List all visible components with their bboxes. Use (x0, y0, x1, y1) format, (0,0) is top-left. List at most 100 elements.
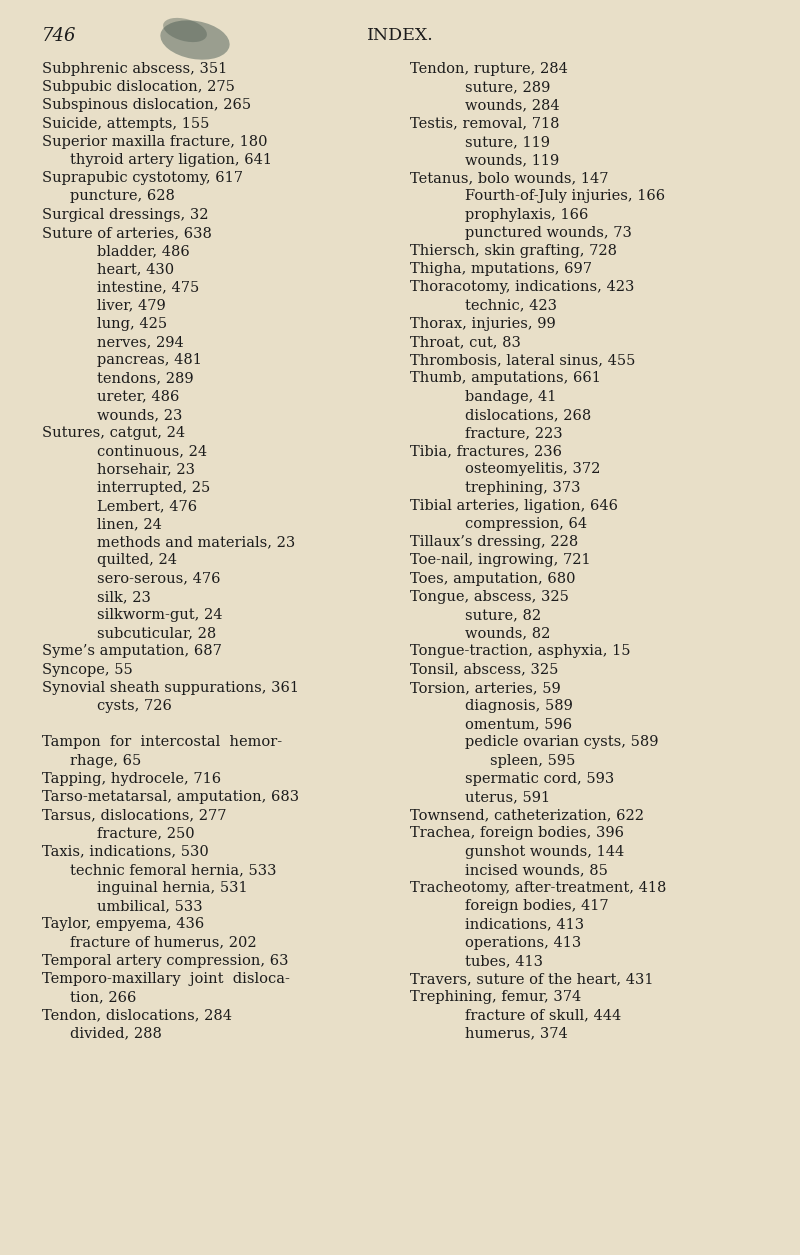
Text: methods and materials, 23: methods and materials, 23 (97, 535, 295, 550)
Text: indications, 413: indications, 413 (465, 917, 584, 931)
Text: Surgical dressings, 32: Surgical dressings, 32 (42, 207, 209, 222)
Text: Synovial sheath suppurations, 361: Synovial sheath suppurations, 361 (42, 680, 299, 695)
Text: suture, 289: suture, 289 (465, 80, 550, 94)
Text: osteomyelitis, 372: osteomyelitis, 372 (465, 462, 600, 477)
Text: silkworm-gut, 24: silkworm-gut, 24 (97, 607, 222, 622)
Text: Syncope, 55: Syncope, 55 (42, 663, 133, 676)
Text: trephining, 373: trephining, 373 (465, 481, 581, 494)
Text: puncture, 628: puncture, 628 (70, 190, 175, 203)
Text: Tarsus, dislocations, 277: Tarsus, dislocations, 277 (42, 808, 226, 822)
Text: fracture of humerus, 202: fracture of humerus, 202 (70, 935, 257, 950)
Text: linen, 24: linen, 24 (97, 517, 162, 531)
Text: suture, 119: suture, 119 (465, 134, 550, 149)
Text: Tarso-metatarsal, amputation, 683: Tarso-metatarsal, amputation, 683 (42, 789, 299, 804)
Text: gunshot wounds, 144: gunshot wounds, 144 (465, 845, 624, 858)
Text: Superior maxilla fracture, 180: Superior maxilla fracture, 180 (42, 134, 267, 149)
Text: Suicide, attempts, 155: Suicide, attempts, 155 (42, 117, 210, 131)
Text: Tibia, fractures, 236: Tibia, fractures, 236 (410, 444, 562, 458)
Text: fracture, 250: fracture, 250 (97, 826, 194, 841)
Text: interrupted, 25: interrupted, 25 (97, 481, 210, 494)
Text: Temporal artery compression, 63: Temporal artery compression, 63 (42, 954, 289, 968)
Text: incised wounds, 85: incised wounds, 85 (465, 862, 608, 877)
Text: thyroid artery ligation, 641: thyroid artery ligation, 641 (70, 153, 272, 167)
Text: lung, 425: lung, 425 (97, 316, 167, 331)
Text: fracture of skull, 444: fracture of skull, 444 (465, 1009, 622, 1023)
Text: Testis, removal, 718: Testis, removal, 718 (410, 117, 559, 131)
Text: inguinal hernia, 531: inguinal hernia, 531 (97, 881, 248, 895)
Text: ureter, 486: ureter, 486 (97, 389, 179, 404)
Text: Thorax, injuries, 99: Thorax, injuries, 99 (410, 316, 556, 331)
Text: Thoracotomy, indications, 423: Thoracotomy, indications, 423 (410, 280, 634, 295)
Text: liver, 479: liver, 479 (97, 299, 166, 312)
Text: foreign bodies, 417: foreign bodies, 417 (465, 899, 609, 914)
Text: divided, 288: divided, 288 (70, 1027, 162, 1040)
Text: Suprapubic cystotomy, 617: Suprapubic cystotomy, 617 (42, 171, 243, 186)
Text: heart, 430: heart, 430 (97, 262, 174, 276)
Text: Tibial arteries, ligation, 646: Tibial arteries, ligation, 646 (410, 498, 618, 513)
Text: bladder, 486: bladder, 486 (97, 243, 190, 259)
Text: Tracheotomy, after-treatment, 418: Tracheotomy, after-treatment, 418 (410, 881, 666, 895)
Text: Travers, suture of the heart, 431: Travers, suture of the heart, 431 (410, 973, 654, 986)
Text: Tendon, rupture, 284: Tendon, rupture, 284 (410, 61, 568, 77)
Text: Subphrenic abscess, 351: Subphrenic abscess, 351 (42, 61, 227, 77)
Text: Tapping, hydrocele, 716: Tapping, hydrocele, 716 (42, 772, 221, 786)
Text: spermatic cord, 593: spermatic cord, 593 (465, 772, 614, 786)
Text: compression, 64: compression, 64 (465, 517, 587, 531)
Text: technic, 423: technic, 423 (465, 299, 557, 312)
Text: continuous, 24: continuous, 24 (97, 444, 207, 458)
Text: Tendon, dislocations, 284: Tendon, dislocations, 284 (42, 1009, 232, 1023)
Text: nerves, 294: nerves, 294 (97, 335, 184, 349)
Text: fracture, 223: fracture, 223 (465, 425, 562, 441)
Text: horsehair, 23: horsehair, 23 (97, 462, 195, 477)
Text: tendons, 289: tendons, 289 (97, 371, 194, 385)
Text: wounds, 284: wounds, 284 (465, 98, 560, 113)
Text: operations, 413: operations, 413 (465, 935, 582, 950)
Text: Tonsil, abscess, 325: Tonsil, abscess, 325 (410, 663, 558, 676)
Text: Thigha, mputations, 697: Thigha, mputations, 697 (410, 262, 592, 276)
Text: tion, 266: tion, 266 (70, 990, 136, 1004)
Text: 746: 746 (42, 28, 77, 45)
Text: Tongue, abscess, 325: Tongue, abscess, 325 (410, 590, 569, 604)
Text: Taylor, empyema, 436: Taylor, empyema, 436 (42, 917, 204, 931)
Text: cysts, 726: cysts, 726 (97, 699, 172, 713)
Text: Sutures, catgut, 24: Sutures, catgut, 24 (42, 425, 185, 441)
Text: Tongue-traction, asphyxia, 15: Tongue-traction, asphyxia, 15 (410, 644, 630, 659)
Text: humerus, 374: humerus, 374 (465, 1027, 568, 1040)
Text: diagnosis, 589: diagnosis, 589 (465, 699, 573, 713)
Text: Tampon  for  intercostal  hemor-: Tampon for intercostal hemor- (42, 735, 282, 749)
Ellipse shape (160, 20, 230, 60)
Text: uterus, 591: uterus, 591 (465, 789, 550, 804)
Text: Syme’s amputation, 687: Syme’s amputation, 687 (42, 644, 222, 659)
Text: Taxis, indications, 530: Taxis, indications, 530 (42, 845, 209, 858)
Text: INDEX.: INDEX. (366, 28, 434, 44)
Ellipse shape (163, 18, 207, 43)
Text: Thumb, amputations, 661: Thumb, amputations, 661 (410, 371, 601, 385)
Text: prophylaxis, 166: prophylaxis, 166 (465, 207, 588, 222)
Text: Lembert, 476: Lembert, 476 (97, 498, 197, 513)
Text: technic femoral hernia, 533: technic femoral hernia, 533 (70, 862, 277, 877)
Text: silk, 23: silk, 23 (97, 590, 151, 604)
Text: Trephining, femur, 374: Trephining, femur, 374 (410, 990, 582, 1004)
Text: Throat, cut, 83: Throat, cut, 83 (410, 335, 521, 349)
Text: punctured wounds, 73: punctured wounds, 73 (465, 226, 632, 240)
Text: bandage, 41: bandage, 41 (465, 389, 556, 404)
Text: wounds, 23: wounds, 23 (97, 408, 182, 422)
Text: Toe-nail, ingrowing, 721: Toe-nail, ingrowing, 721 (410, 553, 590, 567)
Text: umbilical, 533: umbilical, 533 (97, 899, 202, 914)
Text: Subpubic dislocation, 275: Subpubic dislocation, 275 (42, 80, 235, 94)
Text: Trachea, foreign bodies, 396: Trachea, foreign bodies, 396 (410, 826, 624, 841)
Text: Toes, amputation, 680: Toes, amputation, 680 (410, 571, 575, 586)
Text: Thrombosis, lateral sinus, 455: Thrombosis, lateral sinus, 455 (410, 353, 635, 368)
Text: sero-serous, 476: sero-serous, 476 (97, 571, 221, 586)
Text: Fourth-of-July injuries, 166: Fourth-of-July injuries, 166 (465, 190, 665, 203)
Text: Tetanus, bolo wounds, 147: Tetanus, bolo wounds, 147 (410, 171, 609, 186)
Text: suture, 82: suture, 82 (465, 607, 541, 622)
Text: Townsend, catheterization, 622: Townsend, catheterization, 622 (410, 808, 644, 822)
Text: pedicle ovarian cysts, 589: pedicle ovarian cysts, 589 (465, 735, 658, 749)
Text: Subspinous dislocation, 265: Subspinous dislocation, 265 (42, 98, 251, 113)
Text: dislocations, 268: dislocations, 268 (465, 408, 591, 422)
Text: subcuticular, 28: subcuticular, 28 (97, 626, 216, 640)
Text: quilted, 24: quilted, 24 (97, 553, 177, 567)
Text: Thiersch, skin grafting, 728: Thiersch, skin grafting, 728 (410, 243, 617, 259)
Text: pancreas, 481: pancreas, 481 (97, 353, 202, 368)
